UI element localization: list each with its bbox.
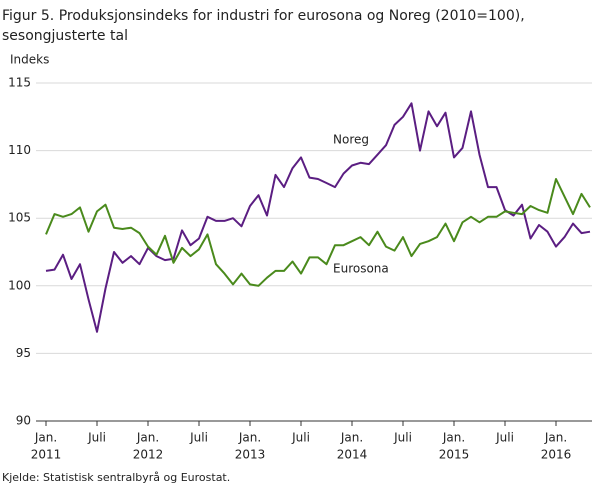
x-tick-label: Jan. <box>136 431 159 445</box>
series-label: Noreg <box>333 133 369 147</box>
x-tick-year: 2011 <box>31 448 62 462</box>
chart-title: Figur 5. Produksjonsindeks for industri … <box>2 8 525 24</box>
series-line <box>45 102 591 333</box>
x-tick-year: 2015 <box>439 448 470 462</box>
y-tick-label: 110 <box>8 143 31 157</box>
x-tick-year: 2016 <box>541 448 572 462</box>
x-tick-label: Juli <box>495 431 514 445</box>
series-line <box>45 178 591 287</box>
source-note: Kjelde: Statistisk sentralbyrå og Eurost… <box>2 471 230 484</box>
y-tick-label: 105 <box>8 211 31 225</box>
y-tick-label: 115 <box>8 76 31 90</box>
y-tick-label: 90 <box>16 414 31 428</box>
x-tick-label: Jan. <box>340 431 363 445</box>
y-tick-label: 95 <box>16 346 31 360</box>
x-tick-label: Juli <box>393 431 412 445</box>
x-tick-label: Jan. <box>34 431 57 445</box>
y-axis-label: Indeks <box>10 53 49 67</box>
x-tick-label: Juli <box>291 431 310 445</box>
series-label: Eurosona <box>333 262 389 276</box>
x-tick-label: Jan. <box>544 431 567 445</box>
chart-title: sesongjusterte tal <box>2 28 128 44</box>
x-tick-year: 2014 <box>337 448 368 462</box>
x-tick-label: Jan. <box>442 431 465 445</box>
x-tick-label: Juli <box>189 431 208 445</box>
x-tick-label: Jan. <box>238 431 261 445</box>
x-tick-year: 2013 <box>235 448 266 462</box>
y-tick-label: 100 <box>8 278 31 292</box>
x-tick-year: 2012 <box>133 448 164 462</box>
x-tick-label: Juli <box>87 431 106 445</box>
